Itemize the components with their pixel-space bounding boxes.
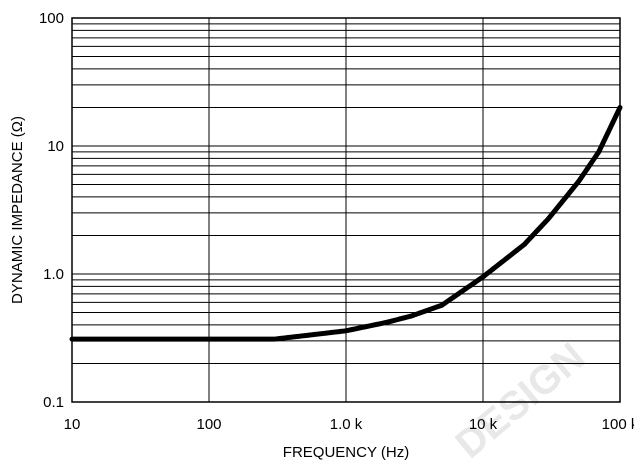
y-tick-label: 1.0	[43, 266, 64, 283]
plot-frame	[71, 17, 621, 403]
x-tick-label: 10 k	[469, 416, 498, 433]
y-tick-label: 10	[47, 138, 64, 155]
x-axis-title: FREQUENCY (Hz)	[283, 444, 409, 461]
x-axis-ticks: 10 100 1.0 k 10 k 100 k	[64, 416, 634, 433]
watermark: DESIGN	[448, 335, 594, 462]
grid	[72, 18, 621, 403]
x-tick-label: 10	[64, 416, 81, 433]
y-tick-label: 0.1	[43, 394, 64, 411]
y-axis-title: DYNAMIC IMPEDANCE (Ω)	[9, 116, 26, 304]
x-tick-label: 1.0 k	[330, 416, 363, 433]
y-tick-label: 100	[39, 10, 64, 27]
x-tick-label: 100 k	[602, 416, 634, 433]
y-axis-ticks: 0.1 1.0 10 100	[39, 10, 64, 411]
impedance-curve	[69, 104, 623, 342]
x-tick-label: 100	[196, 416, 221, 433]
